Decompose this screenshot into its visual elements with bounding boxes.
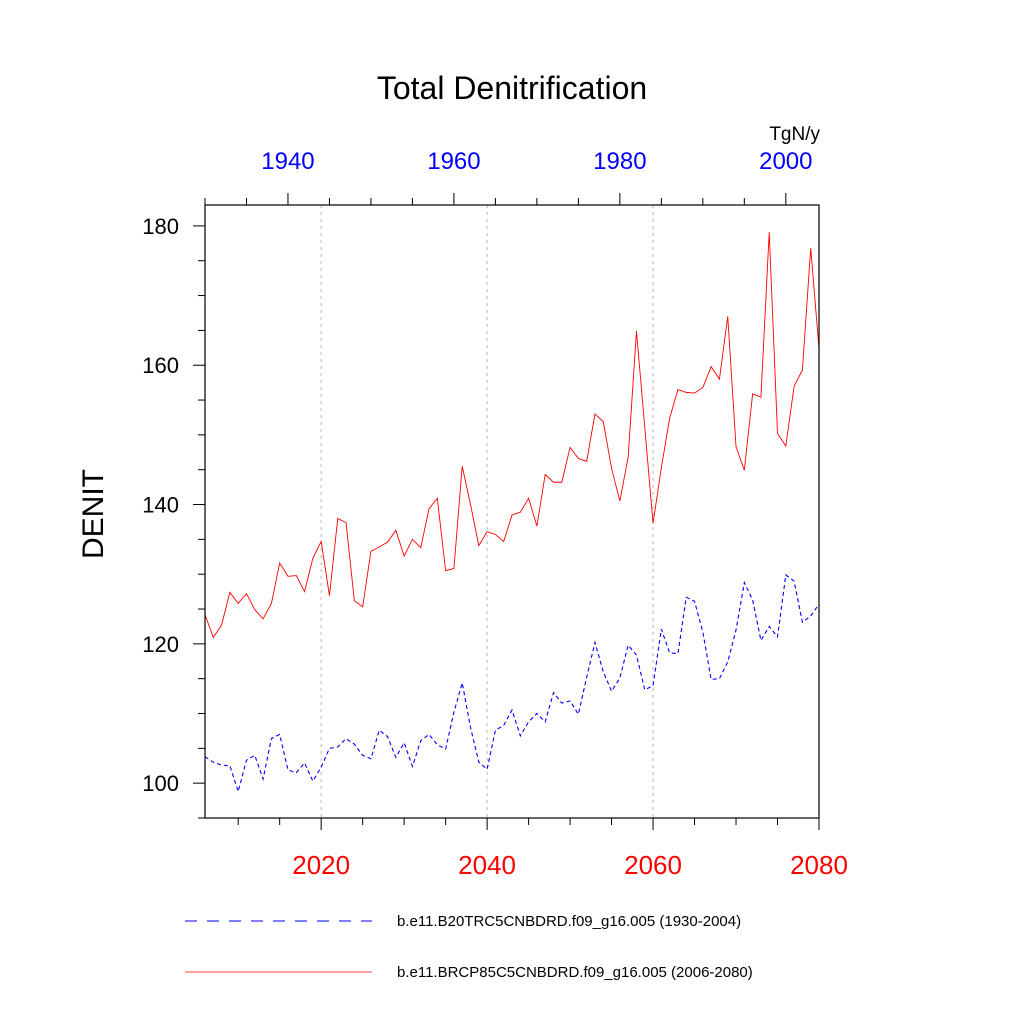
bottom-tick-label-2080: 2080 — [790, 850, 848, 880]
y-tick-label-120: 120 — [142, 632, 179, 657]
legend-label-historical: b.e11.B20TRC5CNBDRD.f09_g16.005 (1930-20… — [397, 913, 741, 930]
series-line-rcp85 — [204, 232, 820, 639]
bottom-tick-label-2020: 2020 — [292, 850, 350, 880]
top-tick-label-1980: 1980 — [593, 148, 646, 175]
top-tick-label-1940: 1940 — [261, 148, 314, 175]
series-line-historical — [204, 573, 820, 794]
top-tick-label-2000: 2000 — [759, 148, 812, 175]
legend-label-rcp85: b.e11.BRCP85C5CNBDRD.f09_g16.005 (2006-2… — [397, 964, 753, 981]
top-tick-label-1960: 1960 — [427, 148, 480, 175]
legend: b.e11.B20TRC5CNBDRD.f09_g16.005 (1930-20… — [185, 913, 753, 981]
y-tick-label-160: 160 — [142, 353, 179, 378]
plot-frame — [204, 204, 820, 819]
units-label: TgN/y — [769, 124, 820, 145]
chart-title: Total Denitrification — [377, 70, 647, 106]
series-layer — [204, 232, 820, 794]
axes-layer: 100 120 140 160 180 2020 2040 2060 2080 1940 1960 1… — [142, 148, 848, 880]
bottom-tick-label-2040: 2040 — [458, 850, 516, 880]
y-axis-label: DENIT — [77, 469, 110, 559]
gridlines — [320, 205, 654, 818]
y-tick-label-100: 100 — [142, 771, 179, 796]
bottom-tick-label-2060: 2060 — [624, 850, 682, 880]
y-tick-label-140: 140 — [142, 493, 179, 518]
y-tick-label-180: 180 — [142, 214, 179, 239]
